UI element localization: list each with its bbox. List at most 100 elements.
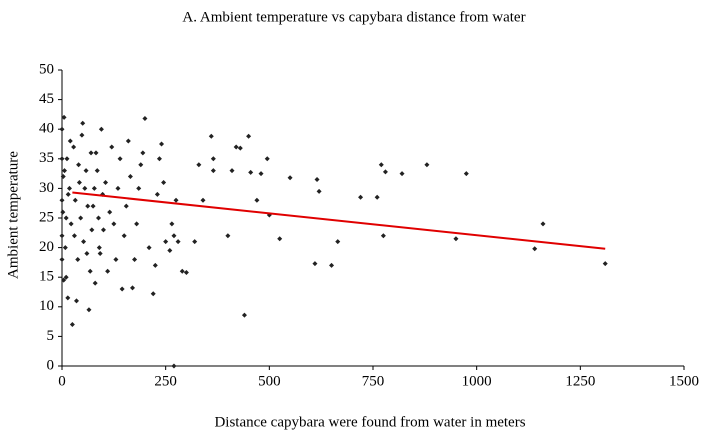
point	[125, 138, 131, 144]
point	[97, 251, 103, 257]
point	[129, 285, 135, 291]
point	[80, 120, 86, 126]
chart-title: A. Ambient temperature vs capybara dista…	[182, 9, 525, 25]
point	[81, 239, 87, 245]
y-tick-label: 50	[39, 61, 54, 77]
point	[95, 215, 101, 221]
point	[378, 162, 384, 168]
point	[248, 169, 254, 175]
point	[82, 185, 88, 191]
point	[64, 156, 70, 162]
y-tick-label: 25	[39, 209, 54, 225]
y-tick-label: 20	[39, 239, 54, 255]
x-axis-label: Distance capybara were found from water …	[214, 414, 525, 430]
point	[532, 246, 538, 252]
point	[254, 197, 260, 203]
point	[76, 179, 82, 185]
x-tick-label: 0	[58, 373, 66, 389]
point	[79, 132, 85, 138]
x-tick-label: 1250	[565, 373, 595, 389]
point	[424, 162, 430, 168]
point	[138, 162, 144, 168]
point	[171, 363, 177, 369]
point	[233, 144, 239, 150]
point	[65, 191, 71, 197]
point	[91, 185, 97, 191]
point	[119, 286, 125, 292]
x-tick-label: 1000	[462, 373, 492, 389]
point	[152, 262, 158, 268]
point	[66, 185, 72, 191]
point	[156, 156, 162, 162]
point	[382, 169, 388, 175]
point	[463, 171, 469, 177]
y-tick-label: 45	[39, 91, 54, 107]
point	[335, 239, 341, 245]
point	[146, 245, 152, 251]
point	[200, 197, 206, 203]
point	[78, 215, 84, 221]
point	[107, 209, 113, 215]
point	[74, 298, 80, 304]
point	[179, 268, 185, 274]
point	[123, 203, 129, 209]
point	[93, 150, 99, 156]
point	[169, 221, 175, 227]
point	[171, 233, 177, 239]
x-tick-label: 1500	[669, 373, 699, 389]
point	[63, 274, 69, 280]
point	[98, 126, 104, 132]
y-tick-label: 30	[39, 180, 54, 196]
point	[113, 256, 119, 262]
x-tick-label: 500	[258, 373, 281, 389]
y-tick-label: 40	[39, 121, 54, 137]
point	[109, 144, 115, 150]
y-tick-label: 10	[39, 298, 54, 314]
point	[173, 197, 179, 203]
point	[163, 239, 169, 245]
point	[246, 133, 252, 139]
y-tick-label: 5	[47, 328, 55, 344]
y-tick-label: 0	[47, 357, 55, 373]
point	[264, 156, 270, 162]
point	[196, 162, 202, 168]
point	[453, 236, 459, 242]
point	[61, 114, 67, 120]
point	[121, 233, 127, 239]
point	[61, 277, 67, 283]
point	[258, 171, 264, 177]
point	[96, 245, 102, 251]
point	[161, 179, 167, 185]
y-tick-label: 15	[39, 269, 54, 285]
point	[83, 168, 89, 174]
point	[86, 307, 92, 313]
point	[69, 322, 75, 328]
point	[103, 179, 109, 185]
point	[59, 233, 65, 239]
point	[62, 245, 68, 251]
point	[136, 185, 142, 191]
point	[316, 188, 322, 194]
y-axis-label: Ambient temperature	[5, 151, 21, 279]
point	[314, 177, 320, 183]
point	[142, 116, 148, 122]
point	[117, 156, 123, 162]
point	[76, 162, 82, 168]
trend-line	[72, 191, 606, 250]
point	[208, 133, 214, 139]
point	[134, 221, 140, 227]
point	[67, 138, 73, 144]
point	[60, 209, 66, 215]
point	[85, 203, 91, 209]
point	[59, 156, 65, 162]
point	[61, 168, 67, 174]
point	[380, 233, 386, 239]
point	[167, 248, 173, 254]
point	[84, 251, 90, 257]
point	[88, 150, 94, 156]
x-tick-label: 250	[154, 373, 177, 389]
point	[210, 168, 216, 174]
point	[111, 221, 117, 227]
point	[92, 280, 98, 286]
